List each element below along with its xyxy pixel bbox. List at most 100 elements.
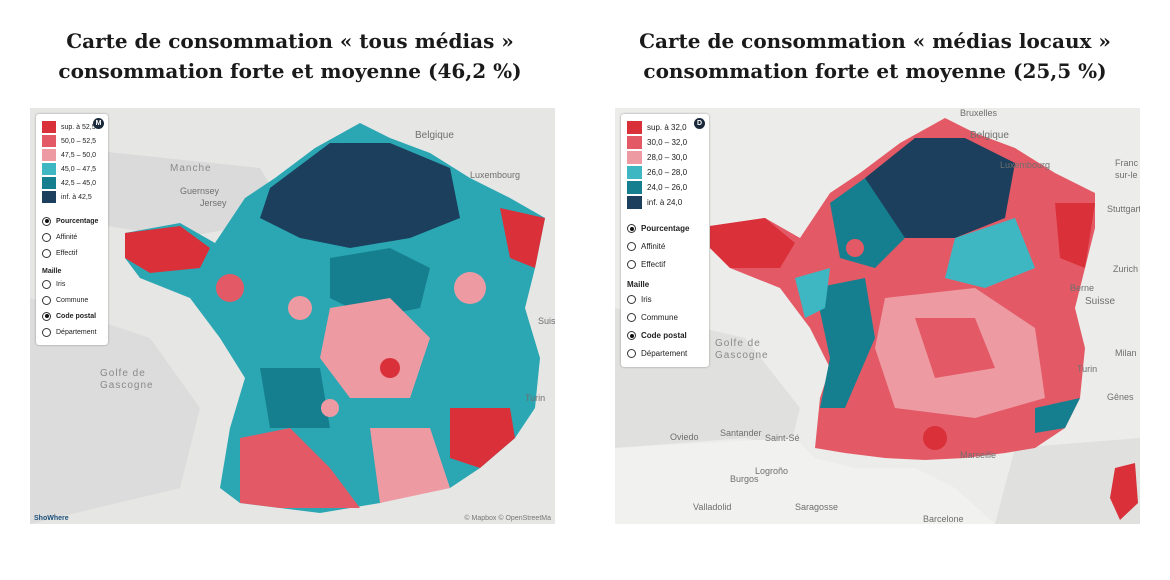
- legend-class-label: inf. à 24,0: [647, 198, 683, 207]
- legend-swatch: [627, 166, 642, 179]
- radio-button-icon[interactable]: [627, 295, 636, 304]
- grid-option-label: Iris: [641, 295, 652, 304]
- label-gascogne: Gascogne: [100, 380, 154, 391]
- radio-button-icon[interactable]: [627, 260, 636, 269]
- legend-class-label: sup. à 32,0: [647, 123, 687, 132]
- legend-class: 42,5 – 45,0: [42, 176, 100, 190]
- right-legend-scale: sup. à 32,0 30,0 – 32,0 28,0 – 30,0 26,0 – …: [627, 120, 701, 210]
- legend-swatch: [42, 121, 56, 133]
- legend-class: sup. à 52,5: [42, 120, 100, 134]
- legend-class: sup. à 32,0: [627, 120, 701, 135]
- legend-class-label: 24,0 – 26,0: [647, 183, 688, 192]
- mode-option-label: Effectif: [641, 260, 666, 269]
- grid-option[interactable]: Code postal: [627, 328, 701, 343]
- left-map-panel: Carte de consommation « tous médias » co…: [20, 0, 560, 560]
- mode-option[interactable]: Pourcentage: [42, 214, 100, 228]
- left-map-title: Carte de consommation « tous médias » co…: [20, 26, 560, 86]
- legend-class-label: 50,0 – 52,5: [61, 137, 97, 145]
- mode-option[interactable]: Affinité: [627, 239, 701, 254]
- label-jersey: Jersey: [200, 198, 227, 208]
- legend-swatch: [627, 136, 642, 149]
- label-franc: Franc: [1115, 158, 1139, 168]
- label-guernsey: Guernsey: [180, 186, 220, 196]
- left-choropleth-map[interactable]: Manche Guernsey Jersey Belgique Luxembou…: [30, 108, 555, 524]
- grid-option[interactable]: Iris: [627, 292, 701, 307]
- mode-option[interactable]: Effectif: [42, 246, 100, 260]
- left-legend: M sup. à 52,5 50,0 – 52,5 47,5 – 50,0 45,0 …: [36, 114, 108, 345]
- radio-button-icon[interactable]: [42, 295, 51, 305]
- label-saint-se: Saint-Sé: [765, 433, 800, 443]
- legend-class-label: 47,5 – 50,0: [61, 151, 97, 159]
- legend-class: 30,0 – 32,0: [627, 135, 701, 150]
- label-stuttgart: Stuttgart: [1107, 204, 1140, 214]
- radio-button-icon[interactable]: [627, 242, 636, 251]
- label-golfe: Golfe de: [100, 368, 146, 379]
- label-luxembourg: Luxembourg: [470, 170, 521, 180]
- label-luxembourg: Luxembourg: [1000, 160, 1051, 170]
- label-burgos: Burgos: [730, 474, 759, 484]
- label-turin: Turin: [1077, 364, 1098, 374]
- grid-option-label: Code postal: [56, 312, 97, 320]
- left-grid-options: Iris Commune Code postal Département: [42, 277, 100, 339]
- label-belgique: Belgique: [415, 130, 454, 141]
- mode-option-label: Pourcentage: [56, 217, 99, 225]
- legend-swatch: [42, 163, 56, 175]
- radio-button-icon[interactable]: [627, 224, 636, 233]
- radio-button-icon[interactable]: [42, 327, 51, 337]
- legend-class-label: 45,0 – 47,5: [61, 165, 97, 173]
- grid-option[interactable]: Département: [627, 346, 701, 361]
- grid-option[interactable]: Code postal: [42, 309, 100, 323]
- label-gascogne: Gascogne: [715, 350, 769, 361]
- radio-button-icon[interactable]: [627, 331, 636, 340]
- radio-button-icon[interactable]: [627, 313, 636, 322]
- legend-class-label: inf. à 42,5: [61, 193, 92, 201]
- mode-option-label: Affinité: [56, 233, 78, 241]
- legend-swatch: [627, 121, 642, 134]
- mode-option[interactable]: Effectif: [627, 257, 701, 272]
- grid-option[interactable]: Iris: [42, 277, 100, 291]
- label-suisse: Suisse: [1085, 296, 1116, 307]
- radio-button-icon[interactable]: [42, 311, 51, 321]
- radio-button-icon[interactable]: [627, 349, 636, 358]
- grid-option-label: Iris: [56, 280, 66, 288]
- label-manche: Manche: [170, 163, 212, 174]
- left-credit[interactable]: © Mapbox © OpenStreetMa: [464, 515, 551, 522]
- radio-button-icon[interactable]: [42, 216, 51, 226]
- mode-option[interactable]: Pourcentage: [627, 221, 701, 236]
- legend-class: 50,0 – 52,5: [42, 134, 100, 148]
- grid-option[interactable]: Commune: [627, 310, 701, 325]
- legend-swatch: [42, 177, 56, 189]
- legend-class-label: 30,0 – 32,0: [647, 138, 688, 147]
- radio-button-icon[interactable]: [42, 232, 51, 242]
- label-genes: Gênes: [1107, 392, 1134, 402]
- left-grid-title: Maille: [42, 268, 62, 275]
- right-legend: D sup. à 32,0 30,0 – 32,0 28,0 – 30,0 26,0 …: [621, 114, 709, 367]
- right-mode-options: Pourcentage Affinité Effectif: [627, 221, 701, 272]
- right-map-panel: Carte de consommation « médias locaux » …: [605, 0, 1145, 560]
- radio-button-icon[interactable]: [42, 279, 51, 289]
- legend-swatch: [42, 135, 56, 147]
- left-title-line1: Carte de consommation « tous médias »: [66, 29, 514, 53]
- grid-option[interactable]: Département: [42, 325, 100, 339]
- mode-option-label: Affinité: [641, 242, 666, 251]
- label-barcelone: Barcelone: [923, 514, 964, 524]
- legend-class-label: 28,0 – 30,0: [647, 153, 688, 162]
- label-belgique: Belgique: [970, 130, 1009, 141]
- mode-option-label: Pourcentage: [641, 224, 690, 233]
- grid-option-label: Département: [56, 328, 97, 336]
- radio-button-icon[interactable]: [42, 248, 51, 258]
- legend-swatch: [627, 151, 642, 164]
- left-map-graphic: [30, 108, 555, 524]
- legend-class: 24,0 – 26,0: [627, 180, 701, 195]
- label-berne: Berne: [1070, 283, 1095, 293]
- right-grid-title: Maille: [627, 280, 650, 289]
- mode-option[interactable]: Affinité: [42, 230, 100, 244]
- grid-option[interactable]: Commune: [42, 293, 100, 307]
- right-map-title: Carte de consommation « médias locaux » …: [605, 26, 1145, 86]
- right-title-line2: consommation forte et moyenne (25,5 %): [643, 59, 1107, 83]
- left-brand: ShoWhere: [34, 515, 69, 522]
- grid-option-label: Commune: [641, 313, 678, 322]
- grid-option-label: Commune: [56, 296, 89, 304]
- right-legend-badge: D: [694, 118, 705, 129]
- right-choropleth-map[interactable]: Bruxelles Belgique Luxembourg Stuttgart …: [615, 108, 1140, 524]
